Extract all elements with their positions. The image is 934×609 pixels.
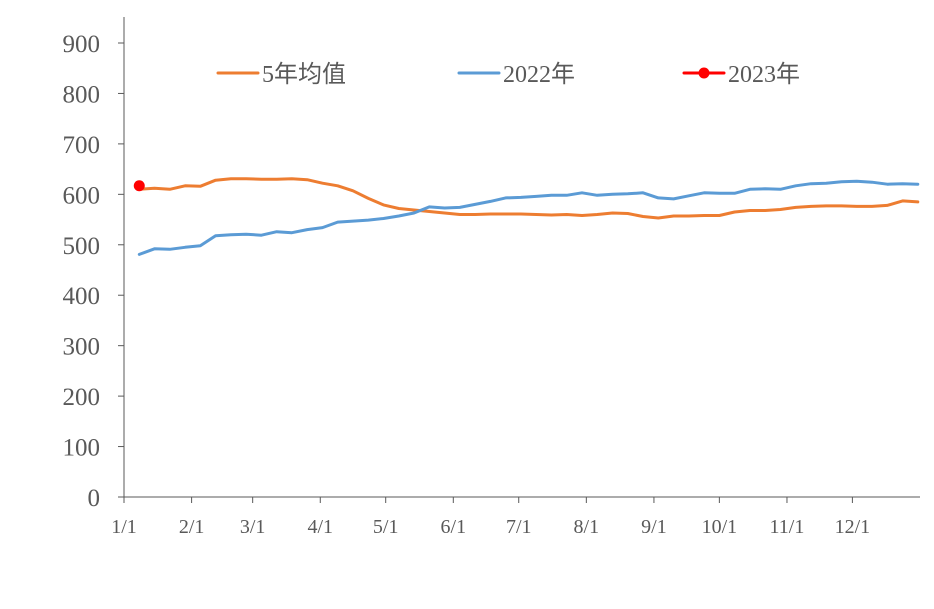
x-tick-label: 1/1: [111, 516, 137, 538]
series-point-2: [133, 180, 145, 192]
series-line-0: [137, 177, 920, 220]
y-axis-ticks: 0 100 200 300 400 500 600 700 800 900: [63, 31, 124, 512]
x-tick-label: 5/1: [373, 516, 399, 538]
legend: 5年均值 2022年 2023年: [216, 61, 800, 88]
x-tick-label: 3/1: [240, 516, 266, 538]
x-tick-label: 9/1: [641, 516, 667, 538]
y-tick-label: 600: [63, 182, 101, 209]
x-axis-ticks: 1/1 2/1 3/1 4/1 5/1 6/1 7/1 8/1 9/1 10/1 11/1 12/1: [111, 497, 870, 538]
y-tick-label: 200: [63, 384, 101, 411]
x-tick-label: 6/1: [441, 516, 467, 538]
y-tick-label: 500: [63, 233, 101, 260]
y-tick-label: 400: [63, 283, 101, 310]
legend-label-2: 2023年: [728, 61, 800, 88]
legend-marker-2: [698, 67, 710, 79]
y-tick-label: 0: [88, 485, 101, 512]
legend-label-1: 2022年: [503, 61, 575, 88]
x-tick-label: 2/1: [179, 516, 205, 538]
x-tick-label: 4/1: [307, 516, 333, 538]
y-tick-label: 700: [63, 132, 101, 159]
series-layer: [133, 177, 920, 256]
axes: [123, 17, 920, 498]
series-line-1: [137, 179, 920, 256]
y-tick-label: 800: [63, 81, 101, 108]
x-tick-label: 11/1: [770, 516, 805, 538]
legend-label-0: 5年均值: [262, 61, 346, 88]
x-tick-label: 12/1: [835, 516, 871, 538]
y-tick-label: 100: [63, 435, 101, 462]
y-tick-label: 900: [63, 31, 101, 58]
x-tick-label: 8/1: [574, 516, 600, 538]
x-tick-label: 10/1: [702, 516, 738, 538]
y-tick-label: 300: [63, 334, 101, 361]
x-tick-label: 7/1: [506, 516, 532, 538]
